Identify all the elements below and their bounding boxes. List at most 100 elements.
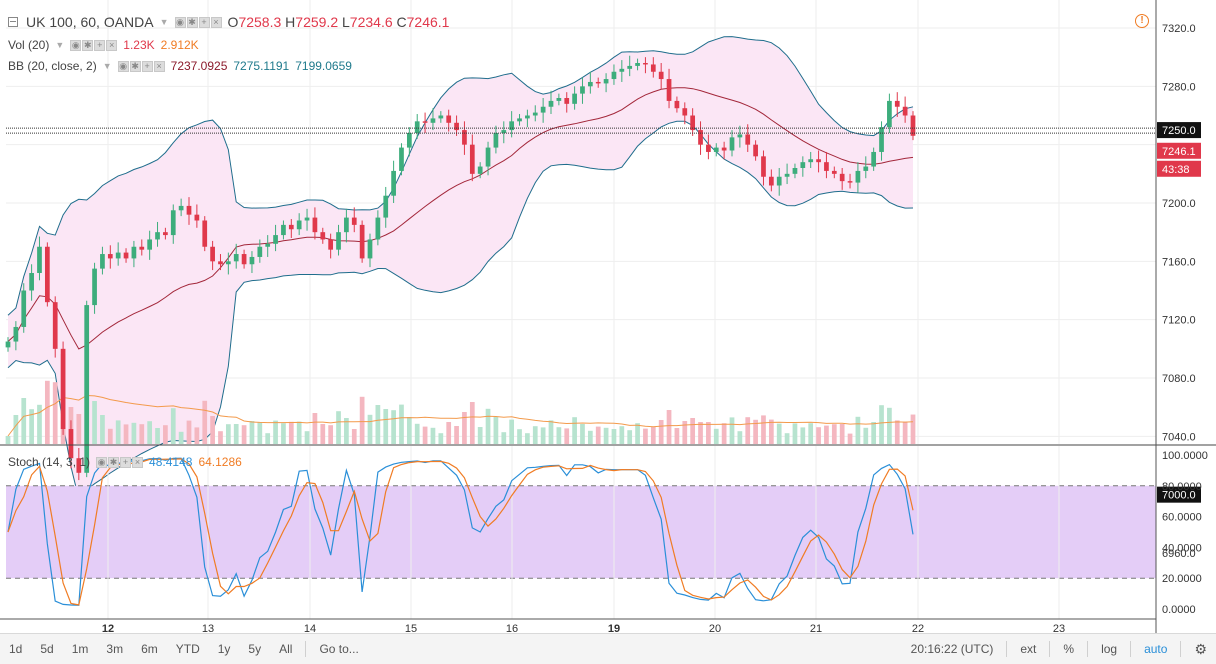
plus-icon: +: [120, 456, 132, 468]
ext-toggle[interactable]: ext: [1020, 642, 1037, 656]
candle-body: [863, 166, 869, 171]
candle-body: [5, 341, 11, 348]
candle-body: [784, 173, 790, 177]
volume-bar: [776, 423, 782, 444]
candle-body: [446, 115, 452, 123]
candle-body: [320, 232, 326, 240]
dropdown-caret-icon[interactable]: ▼: [102, 61, 112, 71]
candle-body: [611, 71, 617, 80]
close-icon: ×: [106, 39, 118, 51]
volume-bar: [76, 414, 82, 444]
candle-body: [147, 239, 153, 250]
symbol-title[interactable]: UK 100, 60, OANDA: [26, 14, 154, 30]
candle-body: [800, 162, 806, 168]
stoch-title[interactable]: Stoch (14, 3, 1): [8, 455, 91, 469]
legend-action-icons[interactable]: ◉ ✱ + ×: [174, 16, 222, 28]
candle-body: [745, 134, 751, 145]
bb-title[interactable]: BB (20, close, 2): [8, 59, 97, 73]
legend-action-icons[interactable]: ◉ ✱ + ×: [117, 60, 165, 72]
price-tick-label: 7120.0: [1162, 315, 1196, 327]
volume-bar: [808, 423, 814, 444]
bb-basis-value: 7237.0925: [170, 59, 228, 73]
volume-bar: [304, 431, 310, 444]
auto-toggle[interactable]: auto: [1144, 642, 1168, 656]
candle-body: [367, 239, 373, 259]
dropdown-caret-icon[interactable]: ▼: [159, 17, 169, 27]
price-tick-label: 7246.1: [1162, 146, 1196, 158]
volume-bar: [855, 416, 861, 444]
stoch-d-line: [7, 458, 914, 606]
candle-body: [178, 205, 184, 211]
candle-body: [839, 173, 845, 182]
alert-clock-icon[interactable]: !: [1135, 14, 1149, 28]
volume-bar: [438, 433, 444, 444]
gear-icon[interactable]: ⚙: [1194, 640, 1207, 657]
eye-icon: ◉: [96, 456, 108, 468]
candle-body: [721, 147, 727, 151]
candle-body: [344, 217, 349, 233]
candle-body: [477, 166, 483, 174]
volume-bar: [863, 427, 869, 444]
stoch-d-value: 64.1286: [198, 455, 242, 469]
candle-body: [824, 162, 829, 171]
bollinger-band-fill: [8, 36, 913, 499]
time-tick-label: 22: [912, 623, 924, 633]
candle-body: [202, 220, 208, 247]
volume-bar: [761, 415, 766, 444]
range-ytd[interactable]: YTD: [175, 642, 200, 656]
volume-bar: [532, 426, 538, 444]
range-5y[interactable]: 5y: [248, 642, 262, 656]
volume-bar: [454, 426, 459, 444]
collapse-icon[interactable]: [8, 17, 18, 27]
divider: [1006, 641, 1008, 657]
range-1y[interactable]: 1y: [217, 642, 231, 656]
volume-bar: [13, 415, 19, 444]
bollinger-basis-line: [7, 87, 914, 350]
candle-body: [572, 93, 577, 104]
range-6m[interactable]: 6m: [141, 642, 158, 656]
volume-bar: [666, 410, 672, 444]
volume-bar: [619, 426, 625, 444]
volume-bar: [422, 426, 428, 444]
goto-button[interactable]: Go to...: [319, 642, 359, 656]
candle-body: [44, 246, 50, 303]
log-toggle[interactable]: log: [1101, 642, 1118, 656]
volume-bar: [894, 420, 900, 444]
range-5d[interactable]: 5d: [40, 642, 54, 656]
price-tick-label: 7160.0: [1162, 256, 1196, 268]
gear-icon: ✱: [108, 456, 120, 468]
plus-icon: +: [198, 16, 210, 28]
clock-readout[interactable]: 20:16:22 (UTC): [910, 642, 994, 656]
candle-body: [658, 71, 664, 80]
volume-bar: [721, 423, 727, 444]
volume-bar: [627, 430, 633, 444]
range-all[interactable]: All: [279, 642, 293, 656]
candle-body: [871, 151, 877, 167]
candle-body: [107, 254, 113, 259]
candle-body: [580, 86, 585, 94]
volume-title[interactable]: Vol (20): [8, 38, 50, 52]
range-1d[interactable]: 1d: [9, 642, 23, 656]
volume-bar: [5, 436, 11, 444]
volume-bar: [462, 412, 467, 444]
chart-canvas[interactable]: 7320.0 7280.0 7250.0 7246.1 43:38 7200.0 7160.…: [0, 0, 1216, 633]
range-3m[interactable]: 3m: [106, 642, 124, 656]
candle-body: [249, 256, 255, 265]
candle-body: [729, 137, 735, 151]
range-1m[interactable]: 1m: [71, 642, 89, 656]
legend-action-icons[interactable]: ◉ ✱ + ×: [96, 456, 144, 468]
candle-body: [706, 144, 711, 152]
eye-icon: ◉: [117, 60, 129, 72]
dropdown-caret-icon[interactable]: ▼: [55, 40, 65, 50]
candle-body: [462, 130, 467, 145]
legend-action-icons[interactable]: ◉ ✱ + ×: [70, 39, 118, 51]
time-tick-label: 23: [1053, 623, 1065, 633]
price-tag: [1157, 142, 1201, 159]
volume-bar: [107, 428, 113, 444]
percent-toggle[interactable]: %: [1063, 642, 1075, 656]
candle-body: [430, 118, 436, 123]
candle-body: [60, 348, 66, 430]
candle-body: [328, 239, 334, 250]
volume-bar: [548, 420, 554, 444]
volume-bar: [29, 409, 34, 444]
